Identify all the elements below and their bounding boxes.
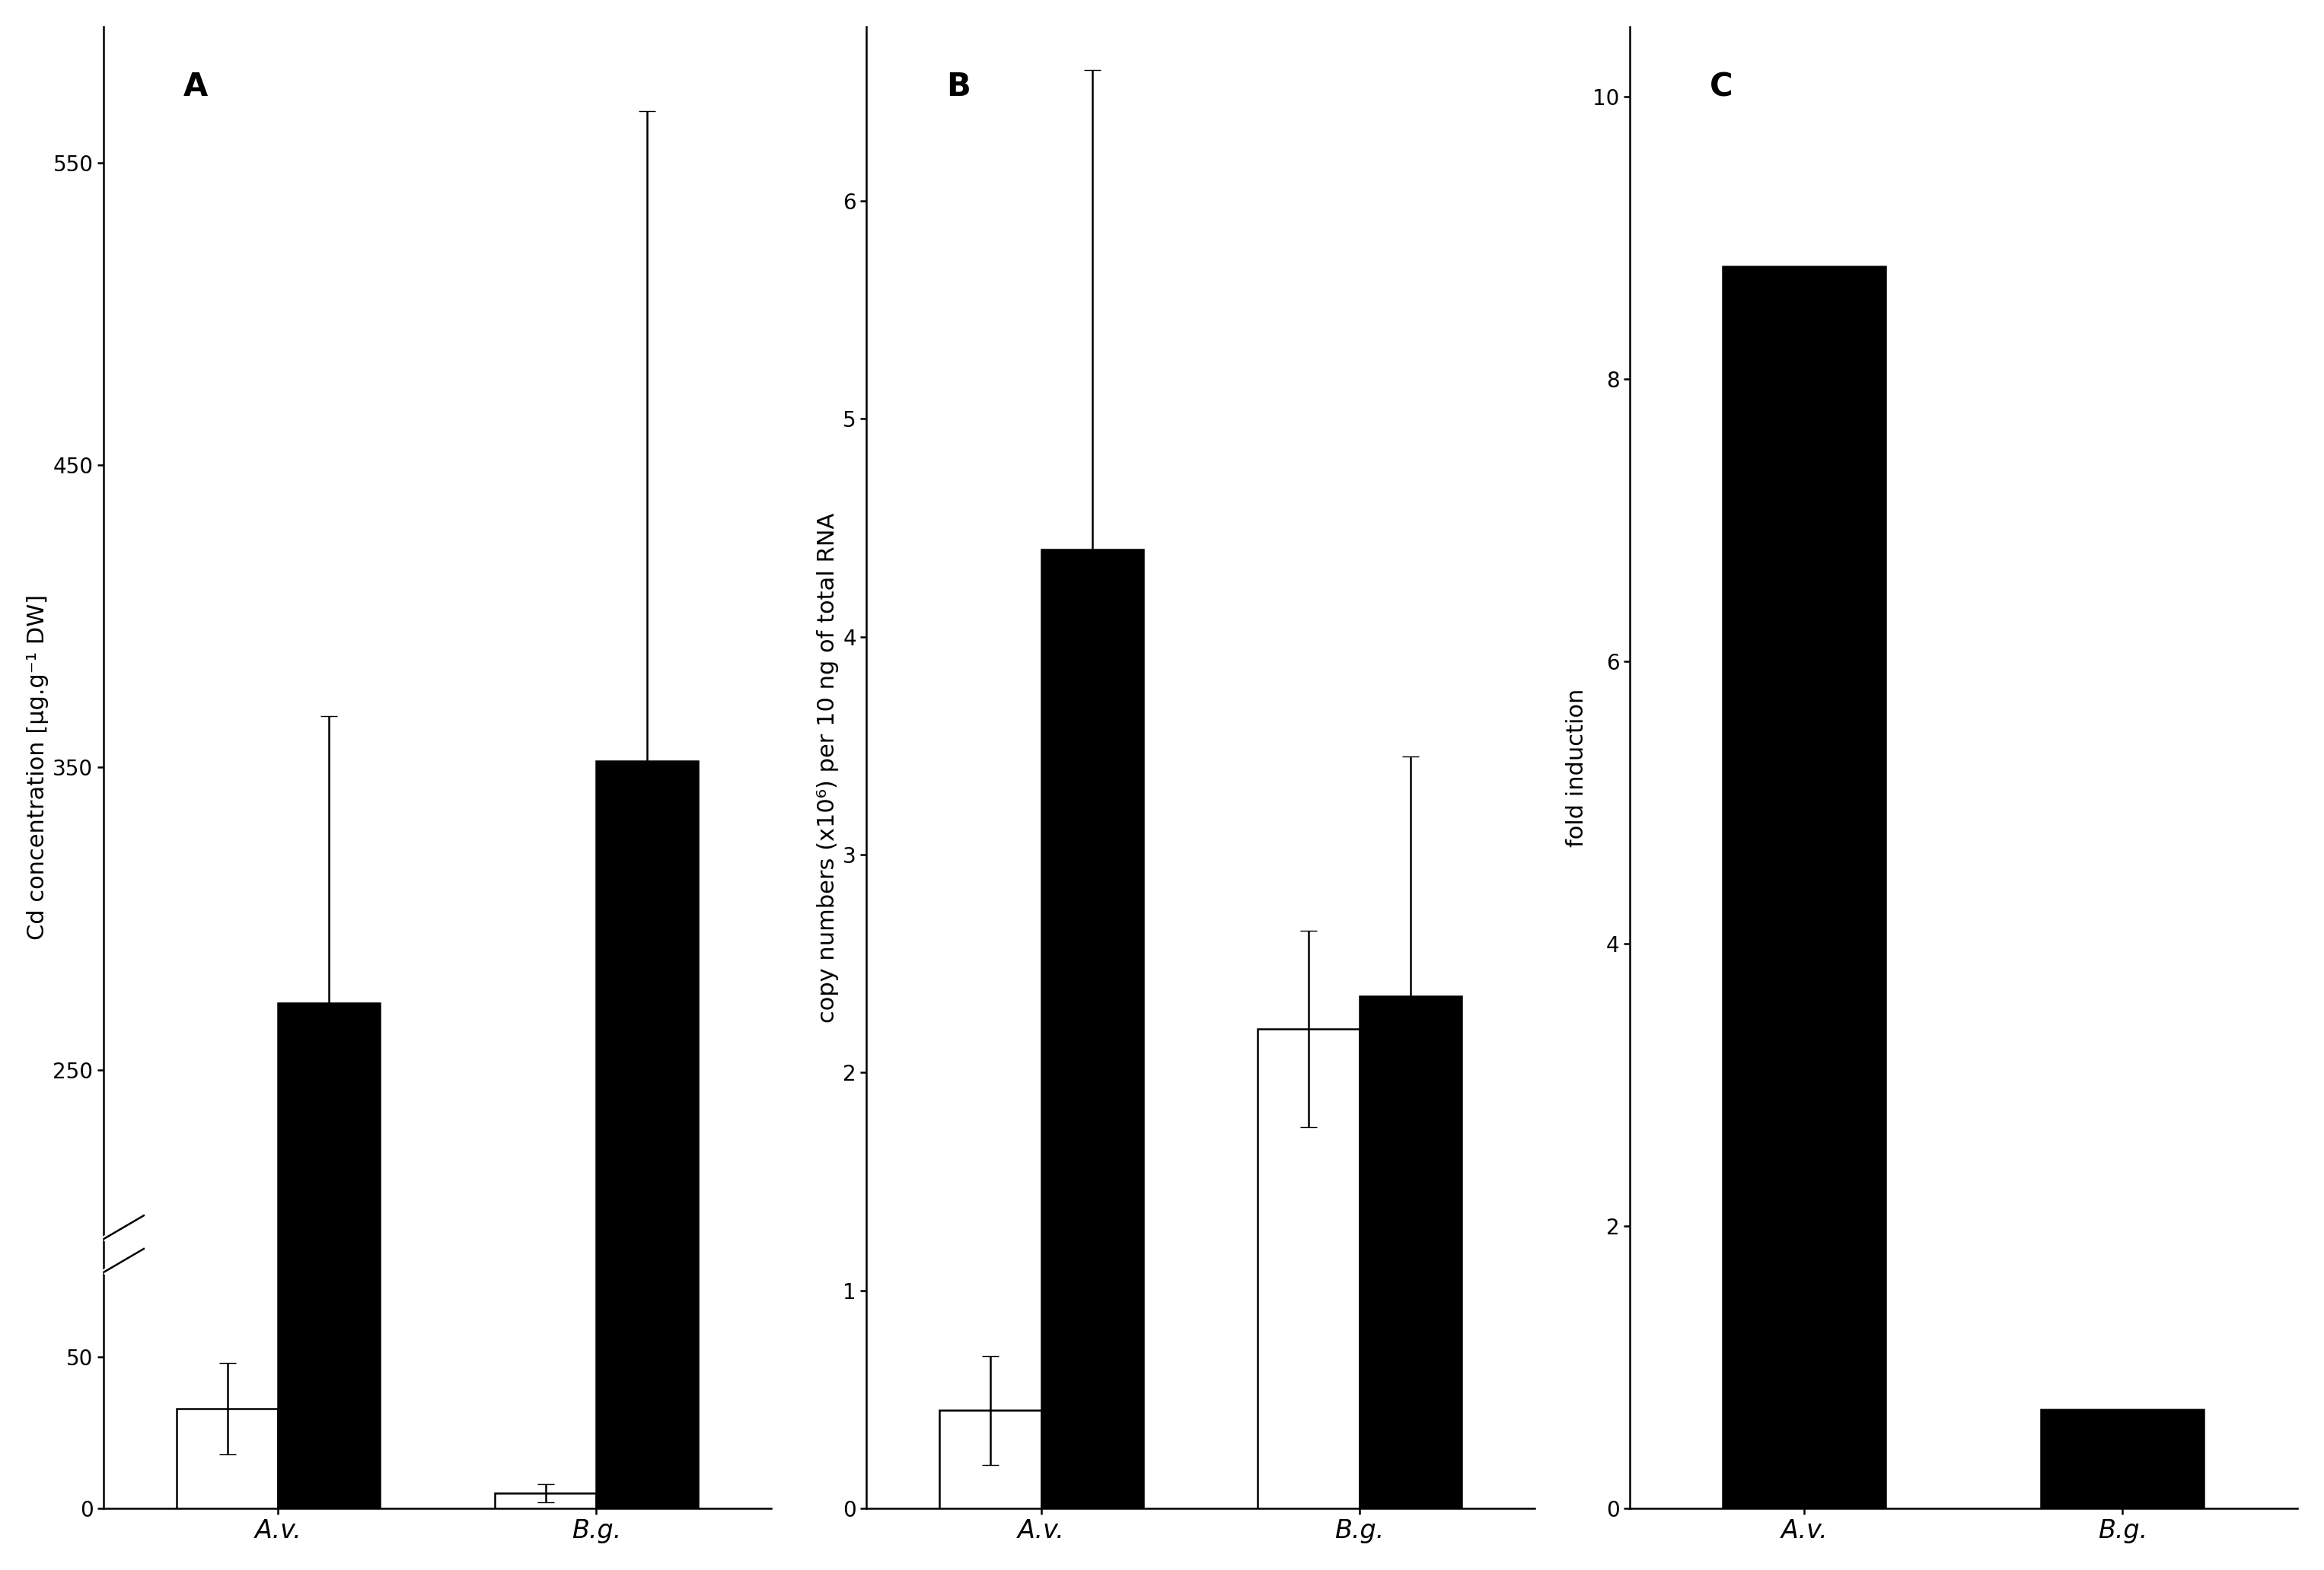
Bar: [1257, 1028, 1360, 1509]
Bar: [2040, 1410, 2203, 1509]
Y-axis label: Cd concentration [µg.g⁻¹ DW]: Cd concentration [µg.g⁻¹ DW]: [26, 595, 49, 940]
Y-axis label: fold induction: fold induction: [1566, 688, 1587, 846]
Text: *: *: [1099, 560, 1113, 586]
Bar: [177, 1408, 279, 1509]
Bar: [495, 1493, 597, 1509]
Bar: [1041, 550, 1143, 1509]
Text: B: B: [946, 71, 971, 104]
Text: *: *: [653, 768, 667, 793]
Bar: [597, 761, 697, 1509]
Text: C: C: [1710, 71, 1734, 104]
Bar: [939, 1410, 1041, 1509]
Bar: [279, 1003, 381, 1509]
Bar: [1722, 267, 1885, 1509]
Text: *: *: [335, 1010, 349, 1035]
Y-axis label: copy numbers (x10⁶) per 10 ng of total RNA: copy numbers (x10⁶) per 10 ng of total R…: [816, 512, 839, 1022]
Bar: [1360, 997, 1462, 1509]
Text: A: A: [184, 71, 207, 104]
